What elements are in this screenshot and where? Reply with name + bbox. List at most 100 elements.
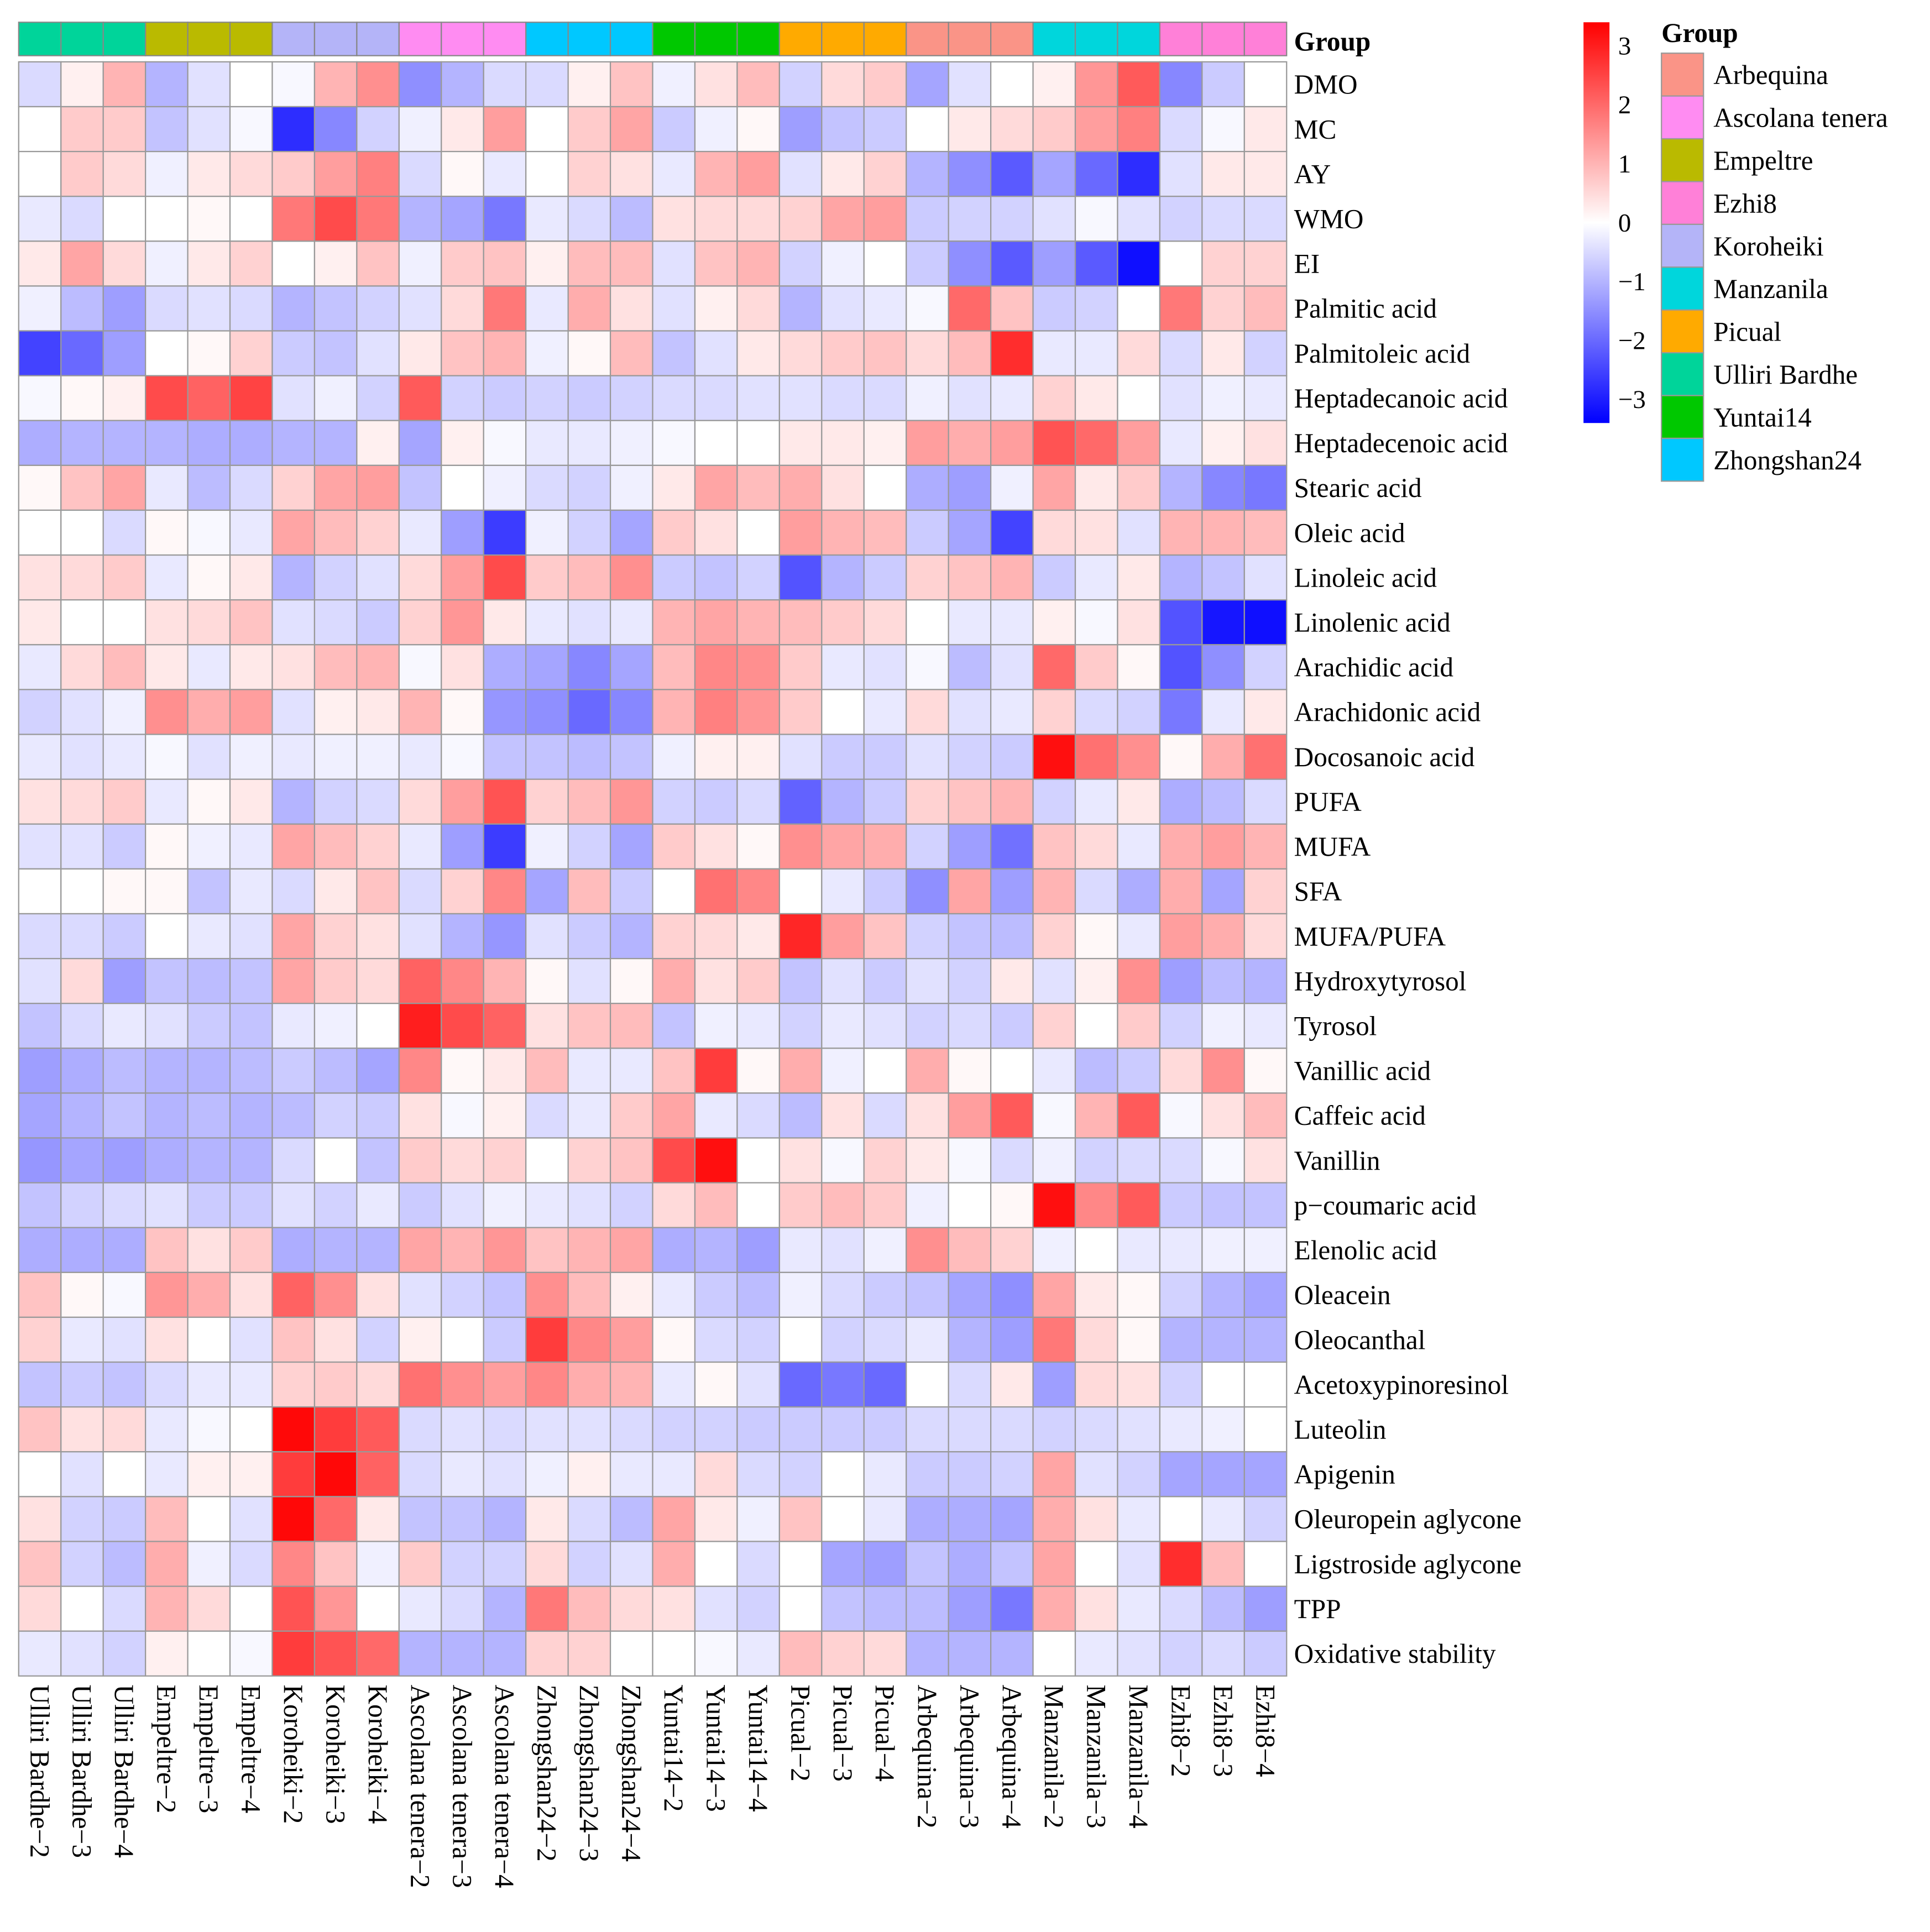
heatmap-cell bbox=[652, 1271, 696, 1318]
heatmap-cell bbox=[1032, 1585, 1076, 1632]
heatmap-cell bbox=[187, 823, 231, 870]
heatmap-cell bbox=[990, 734, 1034, 780]
heatmap-cell bbox=[1159, 150, 1203, 197]
heatmap-cell bbox=[1243, 420, 1288, 466]
heatmap-cell bbox=[652, 375, 696, 421]
heatmap-cell bbox=[609, 778, 653, 825]
heatmap-cell bbox=[1201, 375, 1245, 421]
heatmap-cell bbox=[1032, 554, 1076, 601]
heatmap-cell bbox=[1074, 554, 1118, 601]
heatmap-cell bbox=[187, 1496, 231, 1542]
heatmap-cell bbox=[1032, 1092, 1076, 1139]
heatmap-cell bbox=[1159, 734, 1203, 780]
heatmap-cell bbox=[821, 1406, 865, 1453]
heatmap-cell bbox=[652, 509, 696, 556]
heatmap-cell bbox=[609, 644, 653, 690]
heatmap-cell bbox=[821, 61, 865, 108]
heatmap-cell bbox=[483, 1227, 527, 1273]
heatmap-cell bbox=[525, 61, 569, 108]
heatmap-cell bbox=[313, 868, 358, 915]
heatmap-cell bbox=[229, 1003, 273, 1049]
heatmap-cell bbox=[313, 554, 358, 601]
heatmap-cell bbox=[356, 778, 400, 825]
heatmap-cell bbox=[1032, 913, 1076, 960]
heatmap-cell bbox=[271, 464, 316, 511]
heatmap-cell bbox=[652, 1092, 696, 1139]
heatmap-cell bbox=[187, 1630, 231, 1677]
heatmap-cell bbox=[906, 285, 949, 332]
heatmap-cell bbox=[1032, 464, 1076, 511]
column-label: Picual−2 bbox=[785, 1684, 815, 1781]
heatmap-cell bbox=[567, 1003, 611, 1049]
heatmap-cell bbox=[694, 913, 738, 960]
heatmap-cell bbox=[821, 150, 865, 197]
heatmap-cell bbox=[441, 1361, 484, 1408]
heatmap-cell bbox=[609, 106, 653, 153]
heatmap-cell bbox=[271, 1092, 316, 1139]
heatmap-cell bbox=[441, 823, 484, 870]
annotation-cell bbox=[778, 22, 823, 56]
heatmap-cell bbox=[271, 375, 316, 421]
heatmap-cell bbox=[948, 823, 992, 870]
heatmap-cell bbox=[60, 285, 104, 332]
heatmap-cell bbox=[694, 1496, 738, 1542]
heatmap-cell bbox=[229, 1137, 273, 1184]
heatmap-cell bbox=[1032, 1451, 1076, 1498]
heatmap-cell bbox=[1159, 823, 1203, 870]
heatmap-cell bbox=[1032, 823, 1076, 870]
heatmap-cell bbox=[863, 1003, 907, 1049]
heatmap-cell bbox=[1159, 1092, 1203, 1139]
group-legend-swatch bbox=[1661, 352, 1704, 396]
heatmap-cell bbox=[1159, 1003, 1203, 1049]
heatmap-cell bbox=[313, 599, 358, 646]
heatmap-cell bbox=[398, 1003, 442, 1049]
heatmap-cell bbox=[145, 1316, 189, 1363]
heatmap-cell bbox=[567, 61, 611, 108]
heatmap-cell bbox=[567, 464, 611, 511]
heatmap-cell bbox=[990, 644, 1034, 690]
heatmap-cell bbox=[356, 599, 400, 646]
heatmap-cell bbox=[906, 1227, 949, 1273]
heatmap-cell bbox=[60, 1182, 104, 1228]
row-label: Palmitoleic acid bbox=[1294, 338, 1471, 369]
heatmap-cell bbox=[398, 913, 442, 960]
heatmap-cell bbox=[271, 285, 316, 332]
annotation-cell bbox=[821, 22, 865, 56]
heatmap-cell bbox=[863, 689, 907, 735]
heatmap-cell bbox=[271, 61, 316, 108]
heatmap-cell bbox=[821, 1361, 865, 1408]
heatmap-cell bbox=[1117, 420, 1161, 466]
column-label: Empeltre−3 bbox=[193, 1684, 224, 1813]
heatmap-cell bbox=[18, 1182, 62, 1228]
heatmap-cell bbox=[609, 375, 653, 421]
heatmap-cell bbox=[229, 420, 273, 466]
heatmap-cell bbox=[736, 554, 780, 601]
heatmap-cell bbox=[906, 420, 949, 466]
heatmap-cell bbox=[271, 644, 316, 690]
heatmap-cell bbox=[694, 1137, 738, 1184]
row-label: Heptadecanoic acid bbox=[1294, 383, 1508, 413]
heatmap-cell bbox=[145, 554, 189, 601]
annotation-title: Group bbox=[1294, 27, 1371, 57]
heatmap-cell bbox=[1243, 913, 1288, 960]
heatmap-cell bbox=[821, 1003, 865, 1049]
heatmap-cell bbox=[525, 509, 569, 556]
heatmap-cell bbox=[948, 1316, 992, 1363]
heatmap-cell bbox=[1159, 240, 1203, 287]
heatmap-cell bbox=[60, 913, 104, 960]
heatmap-cell bbox=[906, 913, 949, 960]
heatmap-cell bbox=[609, 599, 653, 646]
heatmap-cell bbox=[483, 375, 527, 421]
heatmap-cell bbox=[525, 644, 569, 690]
heatmap-cell bbox=[1243, 1361, 1288, 1408]
heatmap-cell bbox=[18, 330, 62, 376]
heatmap-cell bbox=[441, 1585, 484, 1632]
heatmap-cell bbox=[145, 330, 189, 376]
column-label: Ascolana tenera−3 bbox=[447, 1684, 478, 1888]
heatmap-cell bbox=[60, 106, 104, 153]
heatmap-cell bbox=[441, 1316, 484, 1363]
heatmap-cell bbox=[356, 61, 400, 108]
heatmap-cell bbox=[145, 1541, 189, 1587]
heatmap-cell bbox=[18, 689, 62, 735]
